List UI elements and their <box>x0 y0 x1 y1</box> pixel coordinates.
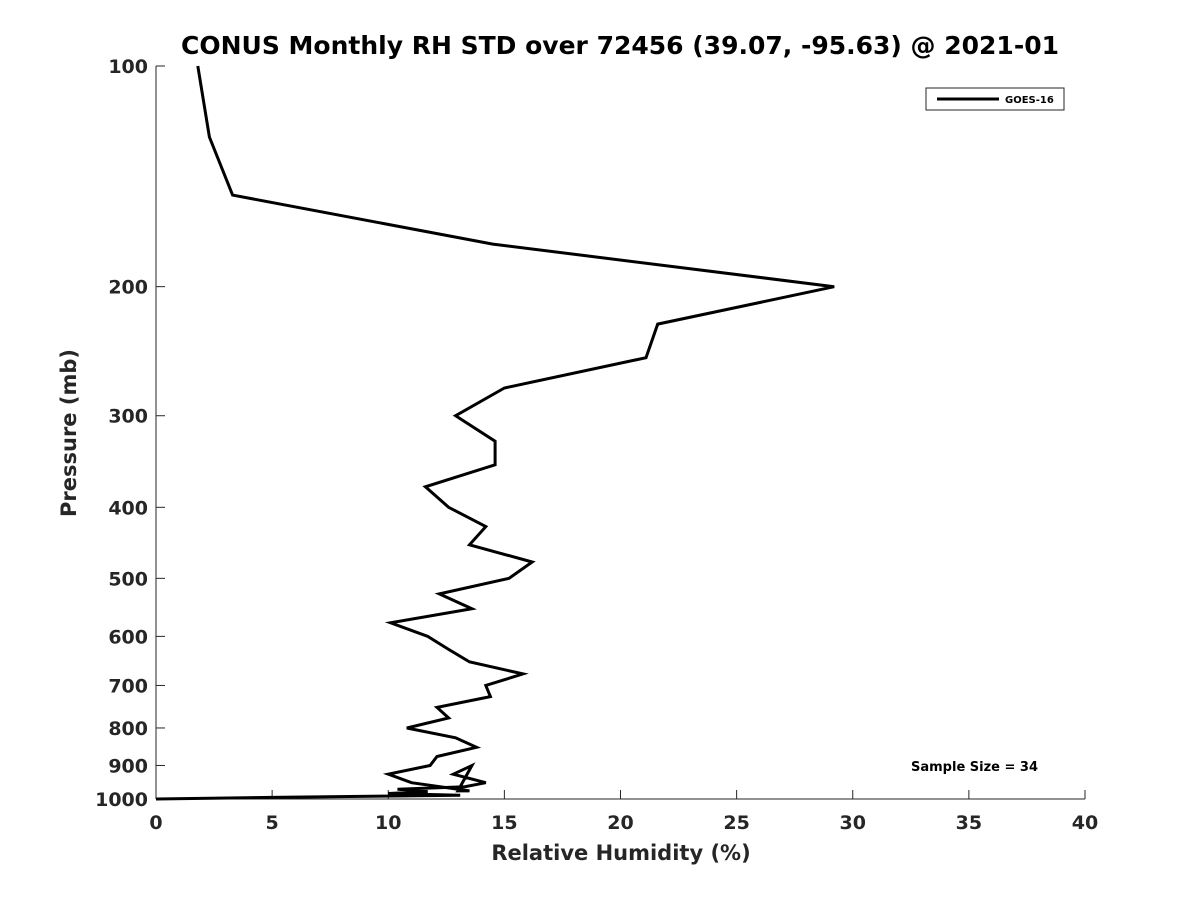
legend-entry-goes-16: GOES-16 <box>1005 95 1054 106</box>
series-line-goes-16 <box>155 65 835 801</box>
y-tick-label: 600 <box>108 626 148 648</box>
y-tick-label: 300 <box>108 406 148 428</box>
y-tick-label: 500 <box>108 568 148 590</box>
y-ticks: 100 200 300 400 500 600 700 800 900 1000 <box>95 56 165 811</box>
y-tick-label: 1000 <box>95 789 148 811</box>
x-axis-label: Relative Humidity (%) <box>491 841 750 865</box>
y-tick-label: 200 <box>108 277 148 299</box>
x-tick-label: 25 <box>723 812 749 834</box>
x-tick-label: 30 <box>840 812 866 834</box>
legend: GOES-16 <box>925 87 1065 111</box>
sample-size-annotation: Sample Size = 34 <box>911 760 1038 775</box>
y-tick-label: 900 <box>108 755 148 777</box>
y-axis-label: Pressure (mb) <box>57 349 81 517</box>
x-ticks: 0 5 10 15 20 25 30 35 40 <box>149 790 1098 834</box>
y-tick-label: 100 <box>108 56 148 78</box>
y-tick-label: 800 <box>108 718 148 740</box>
x-tick-label: 35 <box>956 812 982 834</box>
x-tick-label: 5 <box>266 812 279 834</box>
y-tick-label: 700 <box>108 675 148 697</box>
x-tick-label: 20 <box>607 812 633 834</box>
x-tick-label: 10 <box>375 812 401 834</box>
x-tick-label: 40 <box>1072 812 1098 834</box>
x-tick-label: 15 <box>491 812 517 834</box>
y-tick-label: 400 <box>108 497 148 519</box>
chart-title: CONUS Monthly RH STD over 72456 (39.07, … <box>181 31 1059 60</box>
data-lines <box>155 65 835 801</box>
x-tick-label: 0 <box>149 812 162 834</box>
axes <box>155 66 1085 800</box>
